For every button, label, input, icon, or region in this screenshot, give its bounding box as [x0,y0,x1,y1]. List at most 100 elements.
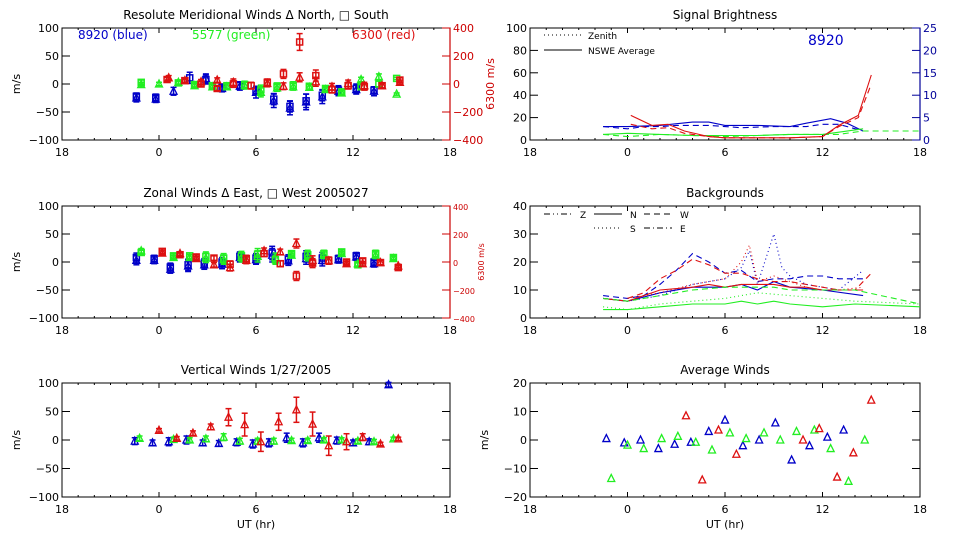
triangle-marker [185,434,195,444]
triangle-marker [223,411,234,421]
series-5577-n [603,300,920,311]
data-point [341,432,352,451]
data-point [738,440,748,450]
square-marker [184,261,192,269]
triangle-marker [324,440,334,450]
data-point [185,252,194,260]
y2-tick-label: 0 [453,259,458,268]
square-marker [229,80,238,88]
data-point [622,439,633,449]
triangle-marker [319,434,329,444]
series-8920 [601,414,849,464]
triangle-marker [369,436,379,446]
data-point [325,256,333,265]
x-tick-label: 18 [523,146,537,159]
plot-area [603,231,920,311]
data-point [176,250,184,259]
x-tick-label: 0 [156,324,163,337]
data-point [681,410,691,420]
data-point [275,246,285,256]
x-tick-label: 18 [523,324,537,337]
y-tick-label: 0 [52,434,59,447]
square-marker [166,263,175,271]
data-point [653,443,663,453]
triangle-marker [288,81,298,91]
data-point [344,81,352,90]
square-marker [132,92,141,101]
data-point [639,443,649,453]
wavelength-annotation: 8920 (blue) [78,28,148,42]
data-point [274,412,284,432]
data-point [392,88,402,98]
data-point [320,249,328,258]
square-marker [152,93,160,102]
x-tick-label: 18 [55,324,69,337]
series-6300-south [163,32,404,94]
triangle-marker [240,419,250,429]
plot-frame [529,382,921,498]
data-point [759,427,769,437]
y-tick-label: −10 [504,463,527,476]
plot-area [131,32,405,116]
data-point [691,436,701,446]
data-point [713,424,724,434]
triangle-marker [364,436,374,446]
triangle-marker [839,424,849,434]
y-axis-label: m/s [10,252,23,272]
triangle-marker [738,440,748,450]
y-tick-label: 80 [513,44,527,57]
square-marker [289,81,297,89]
data-point [213,84,221,93]
data-point [384,379,394,389]
data-point [212,74,222,84]
triangle-marker [619,437,629,447]
data-point [137,78,145,87]
square-marker [358,257,367,265]
triangle-marker [720,414,730,424]
triangle-marker [191,253,201,263]
data-point [137,248,145,257]
triangle-marker [151,93,161,103]
y-tick-label: 60 [513,67,527,80]
data-point [670,438,680,448]
series-6300-west [158,247,403,282]
data-point [337,248,346,256]
data-point [303,249,312,260]
y2-tick-label: −200 [453,106,483,119]
data-point [257,84,265,95]
square-marker [325,256,333,265]
y2-tick-label: 400 [453,203,468,212]
y-tick-label: 30 [513,228,527,241]
square-marker [360,83,369,91]
triangle-marker [168,252,179,262]
x-tick-label: 12 [346,146,360,159]
square-marker [389,253,398,262]
data-line [603,130,920,138]
data-line [603,300,920,311]
square-marker [312,71,320,80]
y2-tick-label: 400 [453,22,474,35]
data-point [185,434,195,444]
data-point [242,254,251,263]
triangle-marker [770,417,780,427]
data-point [209,259,219,269]
data-point [302,93,310,109]
triangle-marker [188,427,198,437]
data-point [393,433,403,443]
y-tick-label: 10 [513,406,527,419]
square-marker [226,260,234,268]
triangle-marker [337,248,347,258]
triangle-marker [172,432,182,442]
triangle-marker [635,434,646,444]
triangle-marker [622,439,633,449]
chart-title: Average Winds [680,363,770,377]
data-point [848,447,858,457]
x-tick-label: 18 [523,503,537,516]
triangle-marker [154,424,164,434]
triangle-marker [341,436,352,446]
square-marker [305,82,314,90]
square-marker [213,84,221,93]
x-tick-label: 12 [816,324,830,337]
square-marker [396,76,404,84]
y-tick-label: 0 [520,434,527,447]
